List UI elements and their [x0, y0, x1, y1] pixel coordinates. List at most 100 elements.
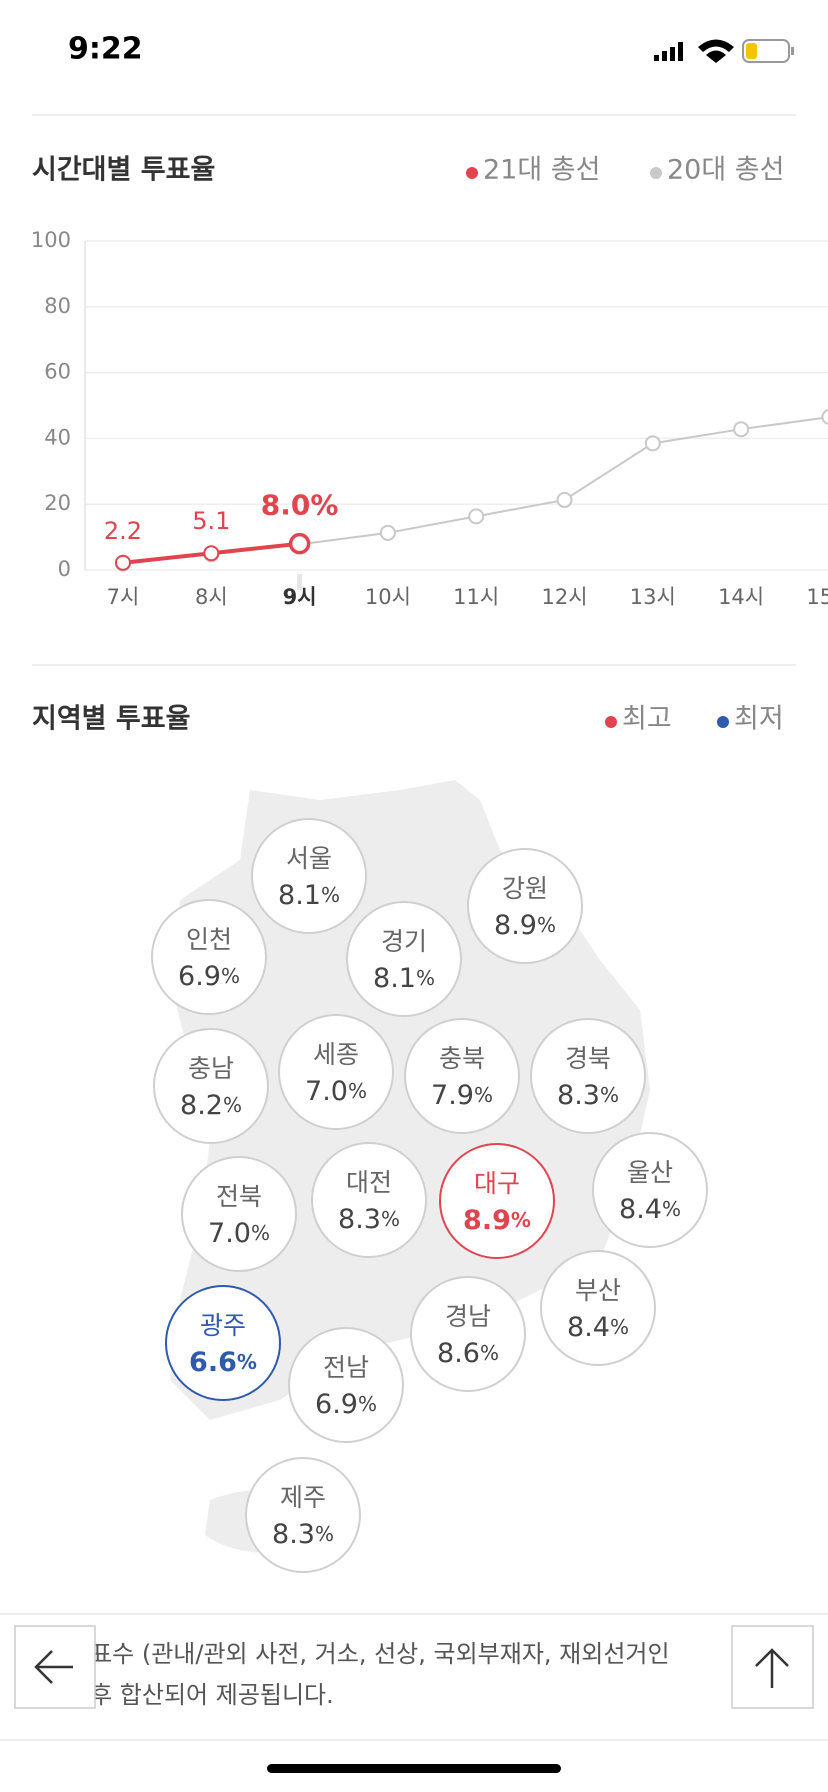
rate-unit: %: [610, 1315, 629, 1339]
region-rate: 6.9%: [315, 1389, 377, 1420]
rate-value: 7.0: [208, 1218, 251, 1249]
rate-unit: %: [348, 1079, 367, 1103]
legend-dot: [466, 167, 478, 179]
rate-value: 6.9: [315, 1389, 358, 1420]
region-rate: 8.3%: [338, 1204, 400, 1235]
region-name: 대전: [346, 1168, 392, 1197]
rate-value: 6.6: [189, 1347, 237, 1378]
y-tick-label: 80: [44, 294, 71, 318]
top-button[interactable]: [731, 1625, 814, 1709]
data-label: 8.0%: [261, 489, 339, 522]
rate-value: 8.4: [567, 1312, 610, 1343]
region-rate: 6.6%: [189, 1347, 257, 1378]
region-rate: 8.9%: [463, 1205, 531, 1236]
rate-unit: %: [474, 1083, 493, 1107]
data-point: [733, 421, 750, 438]
data-point: [821, 409, 828, 425]
rate-unit: %: [537, 913, 556, 937]
rate-unit: %: [221, 964, 240, 988]
region-rate: 8.1%: [373, 963, 435, 994]
rate-unit: %: [511, 1208, 531, 1232]
region-bubble: [540, 1250, 656, 1366]
region-rate: 8.6%: [437, 1338, 499, 1369]
region-name: 제주: [280, 1483, 326, 1512]
region-name: 강원: [502, 874, 548, 903]
rate-value: 7.0: [305, 1076, 348, 1107]
x-tick-label: 8시: [195, 585, 228, 609]
footer-text: 이후 합산되어 제공됩니다.: [68, 1681, 334, 1709]
region-bubble: [181, 1156, 297, 1272]
data-point: [203, 545, 220, 562]
region-rate: 8.4%: [619, 1194, 681, 1225]
x-tick-label: 11시: [453, 585, 499, 609]
home-indicator: [267, 1764, 561, 1773]
legend-label: 21대 총선: [483, 155, 600, 186]
region-rate: 7.0%: [208, 1218, 270, 1249]
rate-value: 6.9: [178, 961, 221, 992]
x-tick-label: 14시: [718, 585, 764, 609]
y-tick-label: 40: [44, 425, 71, 449]
region-name: 경기: [381, 927, 427, 956]
rate-value: 8.4: [619, 1194, 662, 1225]
region-rate: 8.3%: [557, 1080, 619, 1111]
x-tick-label: 9시: [283, 585, 317, 609]
x-tick-label: 15시: [806, 585, 828, 609]
rate-unit: %: [321, 883, 340, 907]
region-bubble: [467, 848, 583, 964]
section-title: 시간대별 투표율: [32, 155, 215, 186]
region-name: 충북: [439, 1044, 485, 1073]
region-bubble: [153, 1028, 269, 1144]
x-tick-label: 7시: [107, 585, 140, 609]
region-name: 충남: [188, 1054, 234, 1083]
rate-unit: %: [381, 1207, 400, 1231]
data-point: [644, 435, 661, 452]
region-bubbles: 서울 8.1% 강원 8.9% 인천 6.9% 경기 8.1% 충남 8.2% 세종 7.0% 충북 7.…: [151, 818, 708, 1573]
region-bubble: [288, 1327, 404, 1443]
rate-value: 8.9: [494, 910, 537, 941]
region-name: 서울: [286, 844, 332, 873]
legend-label: 최고: [622, 704, 672, 735]
region-bubble: [245, 1457, 361, 1573]
legend-dot: [717, 716, 729, 728]
region-name: 울산: [627, 1158, 673, 1187]
rate-value: 8.3: [338, 1204, 381, 1235]
section-title: 지역별 투표율: [32, 704, 190, 735]
data-point: [115, 554, 131, 571]
region-name: 인천: [186, 925, 232, 954]
region-bubble: [278, 1014, 394, 1130]
data-point: [288, 532, 311, 555]
y-tick-label: 20: [44, 491, 71, 515]
status-icons: [654, 39, 794, 63]
region-bubble: [311, 1142, 427, 1258]
region-bubble: [404, 1018, 520, 1134]
region-rate: 7.9%: [431, 1080, 493, 1111]
rate-unit: %: [251, 1221, 270, 1245]
legend-label: 20대 총선: [667, 155, 784, 186]
region-name: 경남: [445, 1302, 491, 1331]
rate-value: 7.9: [431, 1080, 474, 1111]
region-rate: 8.2%: [180, 1090, 242, 1121]
time-cursor: [297, 574, 303, 590]
y-tick-label: 100: [31, 228, 71, 252]
region-bubble: [410, 1276, 526, 1392]
data-point: [379, 524, 396, 541]
back-button[interactable]: [14, 1625, 96, 1709]
region-rate: 7.0%: [305, 1076, 367, 1107]
rate-unit: %: [237, 1350, 257, 1374]
rate-value: 8.6: [437, 1338, 480, 1369]
region-name: 세종: [313, 1040, 359, 1069]
rate-value: 8.3: [272, 1519, 315, 1550]
x-tick-label: 12시: [541, 585, 587, 609]
region-name: 부산: [575, 1276, 621, 1305]
y-tick-label: 0: [58, 557, 71, 581]
x-tick-label: 10시: [365, 585, 411, 609]
rate-unit: %: [223, 1093, 242, 1117]
region-rate: 8.3%: [272, 1519, 334, 1550]
line-chart: 0 20 40 60 80 100 7시 8시 9시 10시 11시 12시 13시 14시 15시 2.2 5…: [31, 228, 828, 609]
rate-value: 8.9: [463, 1205, 511, 1236]
region-rate: 8.4%: [567, 1312, 629, 1343]
region-bubble: [251, 818, 367, 934]
region-name: 경북: [565, 1044, 611, 1073]
rate-unit: %: [662, 1197, 681, 1221]
x-tick-label: 13시: [630, 585, 676, 609]
